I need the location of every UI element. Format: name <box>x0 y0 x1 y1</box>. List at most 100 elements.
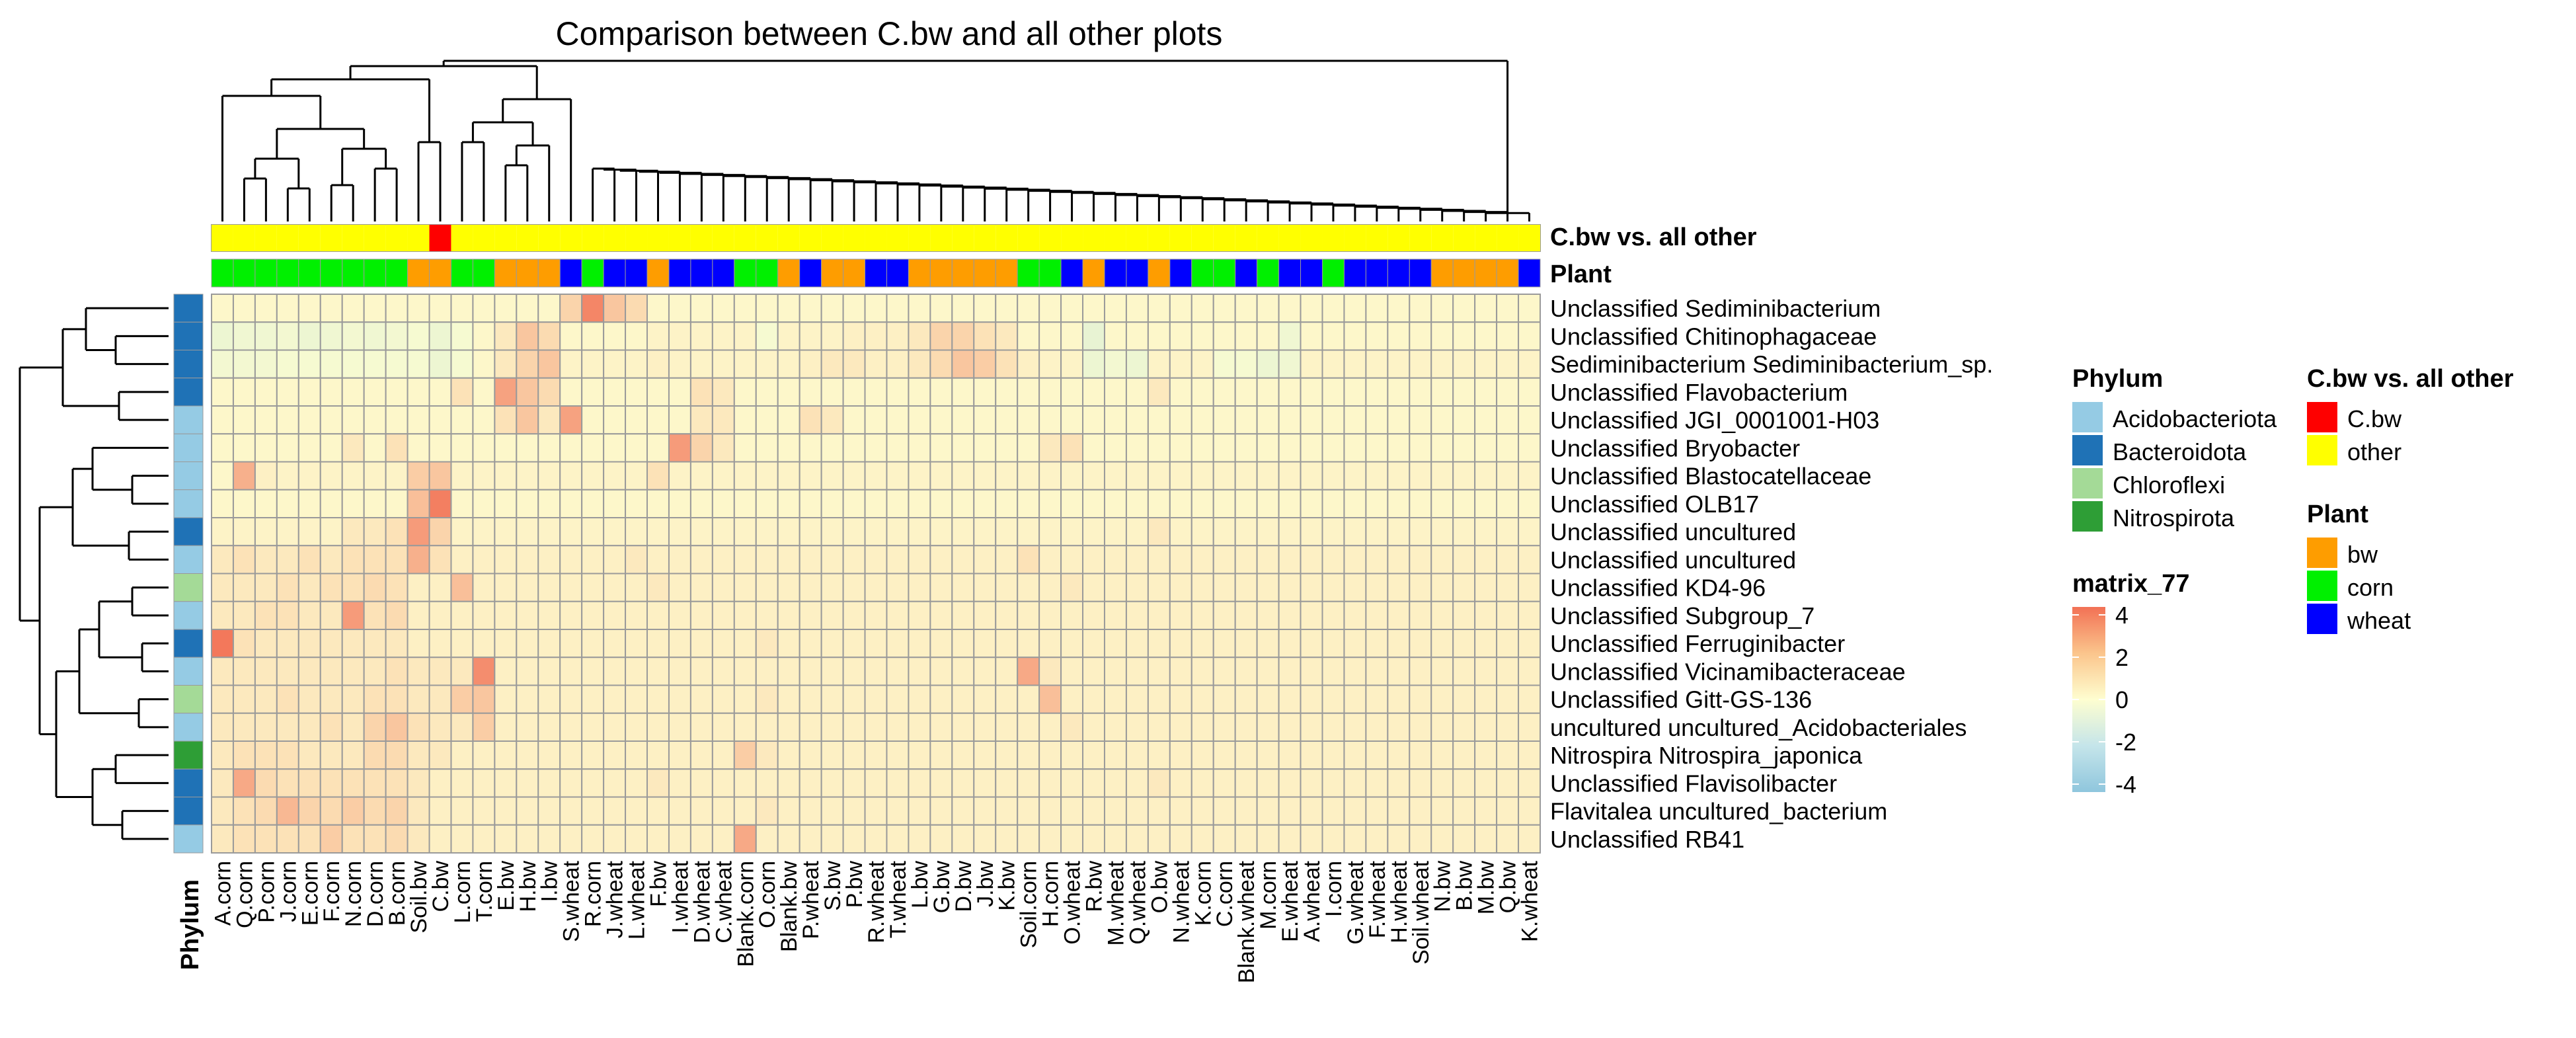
heatmap-cell <box>995 489 1019 518</box>
heatmap-cell <box>1409 824 1432 854</box>
heatmap-cell <box>254 349 278 379</box>
phylum-annotation-cell <box>173 489 204 518</box>
heatmap-cell <box>646 573 670 602</box>
heatmap-cell <box>1474 321 1498 351</box>
heatmap-cell <box>1343 796 1367 826</box>
heatmap-cell <box>951 294 975 323</box>
heatmap-cell <box>1321 629 1345 659</box>
heatmap-cell <box>1452 433 1476 463</box>
heatmap-cell <box>1169 768 1192 798</box>
group-annotation-cell <box>843 225 865 251</box>
heatmap-cell <box>689 433 713 463</box>
plant-annotation-cell <box>908 259 931 288</box>
heatmap-cell <box>755 349 779 379</box>
heatmap-cell <box>820 740 844 770</box>
heatmap-cell <box>385 573 409 602</box>
heatmap-cell <box>1452 489 1476 518</box>
heatmap-cell <box>385 600 409 630</box>
heatmap-cell <box>559 600 583 630</box>
heatmap-cell <box>799 629 822 659</box>
heatmap-cell <box>472 377 496 407</box>
column-label: I.wheat <box>668 860 693 933</box>
row-label: Unclassified Subgroup_7 <box>1550 602 1815 629</box>
heatmap-cell <box>1474 349 1498 379</box>
heatmap-cell <box>777 600 800 630</box>
heatmap-cell <box>1234 796 1258 826</box>
plant-annotation-cell <box>1060 259 1083 288</box>
heatmap-cell <box>407 405 430 435</box>
heatmap-cell <box>711 377 735 407</box>
heatmap-cell <box>1125 321 1149 351</box>
heatmap-cell <box>1365 824 1389 854</box>
heatmap-cell <box>232 517 256 547</box>
heatmap-cell <box>1038 433 1062 463</box>
heatmap-cell <box>1409 294 1432 323</box>
column-label: F.wheat <box>1365 860 1390 938</box>
heatmap-cell <box>581 517 605 547</box>
heatmap-cell <box>668 712 691 742</box>
heatmap-cell <box>559 740 583 770</box>
plant-annotation-cell <box>1257 259 1280 288</box>
heatmap-cell <box>625 545 648 575</box>
heatmap-cell <box>689 405 713 435</box>
heatmap-cell <box>951 349 975 379</box>
heatmap-cell <box>668 796 691 826</box>
heatmap-cell <box>973 796 997 826</box>
heatmap-cell <box>385 712 409 742</box>
heatmap-cell <box>1387 824 1411 854</box>
heatmap-cell <box>1212 740 1236 770</box>
heatmap-cell <box>625 768 648 798</box>
group-annotation-cell <box>1235 225 1257 251</box>
heatmap-cell <box>1103 294 1127 323</box>
heatmap-cell <box>363 740 387 770</box>
heatmap-cell <box>886 377 910 407</box>
heatmap-cell <box>886 349 910 379</box>
heatmap-cell <box>1190 796 1214 826</box>
heatmap-cell <box>864 740 888 770</box>
heatmap-cell <box>1387 684 1411 714</box>
heatmap-cell <box>1474 573 1498 602</box>
heatmap-cell <box>385 294 409 323</box>
heatmap-cell <box>1430 600 1454 630</box>
heatmap-cell <box>1496 377 1520 407</box>
heatmap-cell <box>864 657 888 686</box>
group-legend-title: C.bw vs. all other <box>2307 365 2514 393</box>
heatmap-cell <box>385 517 409 547</box>
heatmap-cell <box>842 489 866 518</box>
heatmap-cell <box>385 545 409 575</box>
heatmap-cell <box>1256 461 1280 491</box>
heatmap-cell <box>625 321 648 351</box>
plant-annotation-cell <box>342 259 365 288</box>
heatmap-cell <box>1452 545 1476 575</box>
heatmap-cell <box>559 489 583 518</box>
heatmap-cell <box>908 349 931 379</box>
plant-annotation-cell <box>1474 259 1497 288</box>
column-label: I.corn <box>1321 861 1347 917</box>
heatmap-cell <box>1452 377 1476 407</box>
heatmap-cell <box>995 657 1019 686</box>
heatmap-cell <box>1125 545 1149 575</box>
heatmap-cell <box>689 349 713 379</box>
heatmap-cell <box>363 657 387 686</box>
heatmap-cell <box>603 768 627 798</box>
heatmap-cell <box>973 377 997 407</box>
heatmap-cell <box>559 517 583 547</box>
group-annotation-cell <box>342 225 364 251</box>
heatmap-cell <box>929 629 953 659</box>
group-annotation-cell <box>930 225 953 251</box>
heatmap-cell <box>908 405 931 435</box>
heatmap-cell <box>1278 684 1302 714</box>
heatmap-cell <box>1212 657 1236 686</box>
heatmap-cell <box>1234 294 1258 323</box>
legend-label: Bacteroidota <box>2113 438 2247 465</box>
heatmap-cell <box>319 740 343 770</box>
heatmap-cell <box>363 377 387 407</box>
heatmap-cell <box>1321 600 1345 630</box>
heatmap-cell <box>407 712 430 742</box>
column-label: S.wheat <box>559 860 584 941</box>
heatmap-cell <box>537 824 561 854</box>
heatmap-cell <box>341 740 365 770</box>
row-label: Unclassified RB41 <box>1550 826 1744 853</box>
heatmap-cell <box>211 573 234 602</box>
heatmap-cell <box>1234 573 1258 602</box>
